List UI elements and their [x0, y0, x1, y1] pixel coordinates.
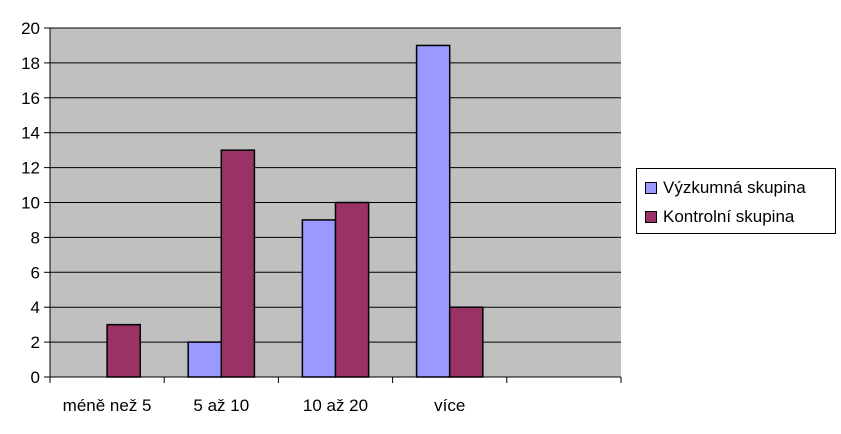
y-tick-label: 12 — [21, 159, 40, 178]
legend-swatch-series-1 — [645, 182, 657, 194]
x-category-label: 5 až 10 — [193, 396, 249, 415]
bar-kontrolni — [106, 323, 141, 378]
y-tick-label: 20 — [21, 19, 40, 38]
bar-kontrolni — [334, 201, 370, 378]
legend: Výzkumná skupina Kontrolní skupina — [636, 168, 836, 234]
legend-label-series-2: Kontrolní skupina — [663, 207, 795, 226]
bar-vyzkumna — [415, 44, 451, 378]
x-category-label: více — [434, 396, 465, 415]
bar-kontrolni — [448, 306, 484, 378]
bar-vyzkumna — [301, 219, 337, 378]
legend-item-series-1: Výzkumná skupina — [645, 178, 806, 198]
axes — [44, 27, 622, 383]
y-tick-labels: 0 2 4 6 8 10 12 14 16 18 20 — [21, 19, 40, 387]
bar-kontrolni — [220, 149, 256, 378]
y-tick-label: 4 — [31, 298, 40, 317]
legend-label-series-1: Výzkumná skupina — [663, 178, 806, 197]
y-tick-label: 8 — [31, 228, 40, 247]
legend-swatch-series-2 — [645, 211, 657, 223]
x-category-label: 10 až 20 — [303, 396, 368, 415]
y-tick-label: 14 — [21, 124, 40, 143]
x-category-labels: méně než 5 5 až 10 10 až 20 více — [63, 396, 466, 415]
legend-item-series-2: Kontrolní skupina — [645, 207, 794, 227]
y-tick-label: 18 — [21, 54, 40, 73]
x-category-label: méně než 5 — [63, 396, 152, 415]
y-tick-label: 2 — [31, 333, 40, 352]
y-tick-label: 10 — [21, 194, 40, 213]
bar-vyzkumna — [187, 341, 223, 378]
y-tick-label: 16 — [21, 89, 40, 108]
y-tick-label: 6 — [31, 263, 40, 282]
y-tick-label: 0 — [31, 368, 40, 387]
